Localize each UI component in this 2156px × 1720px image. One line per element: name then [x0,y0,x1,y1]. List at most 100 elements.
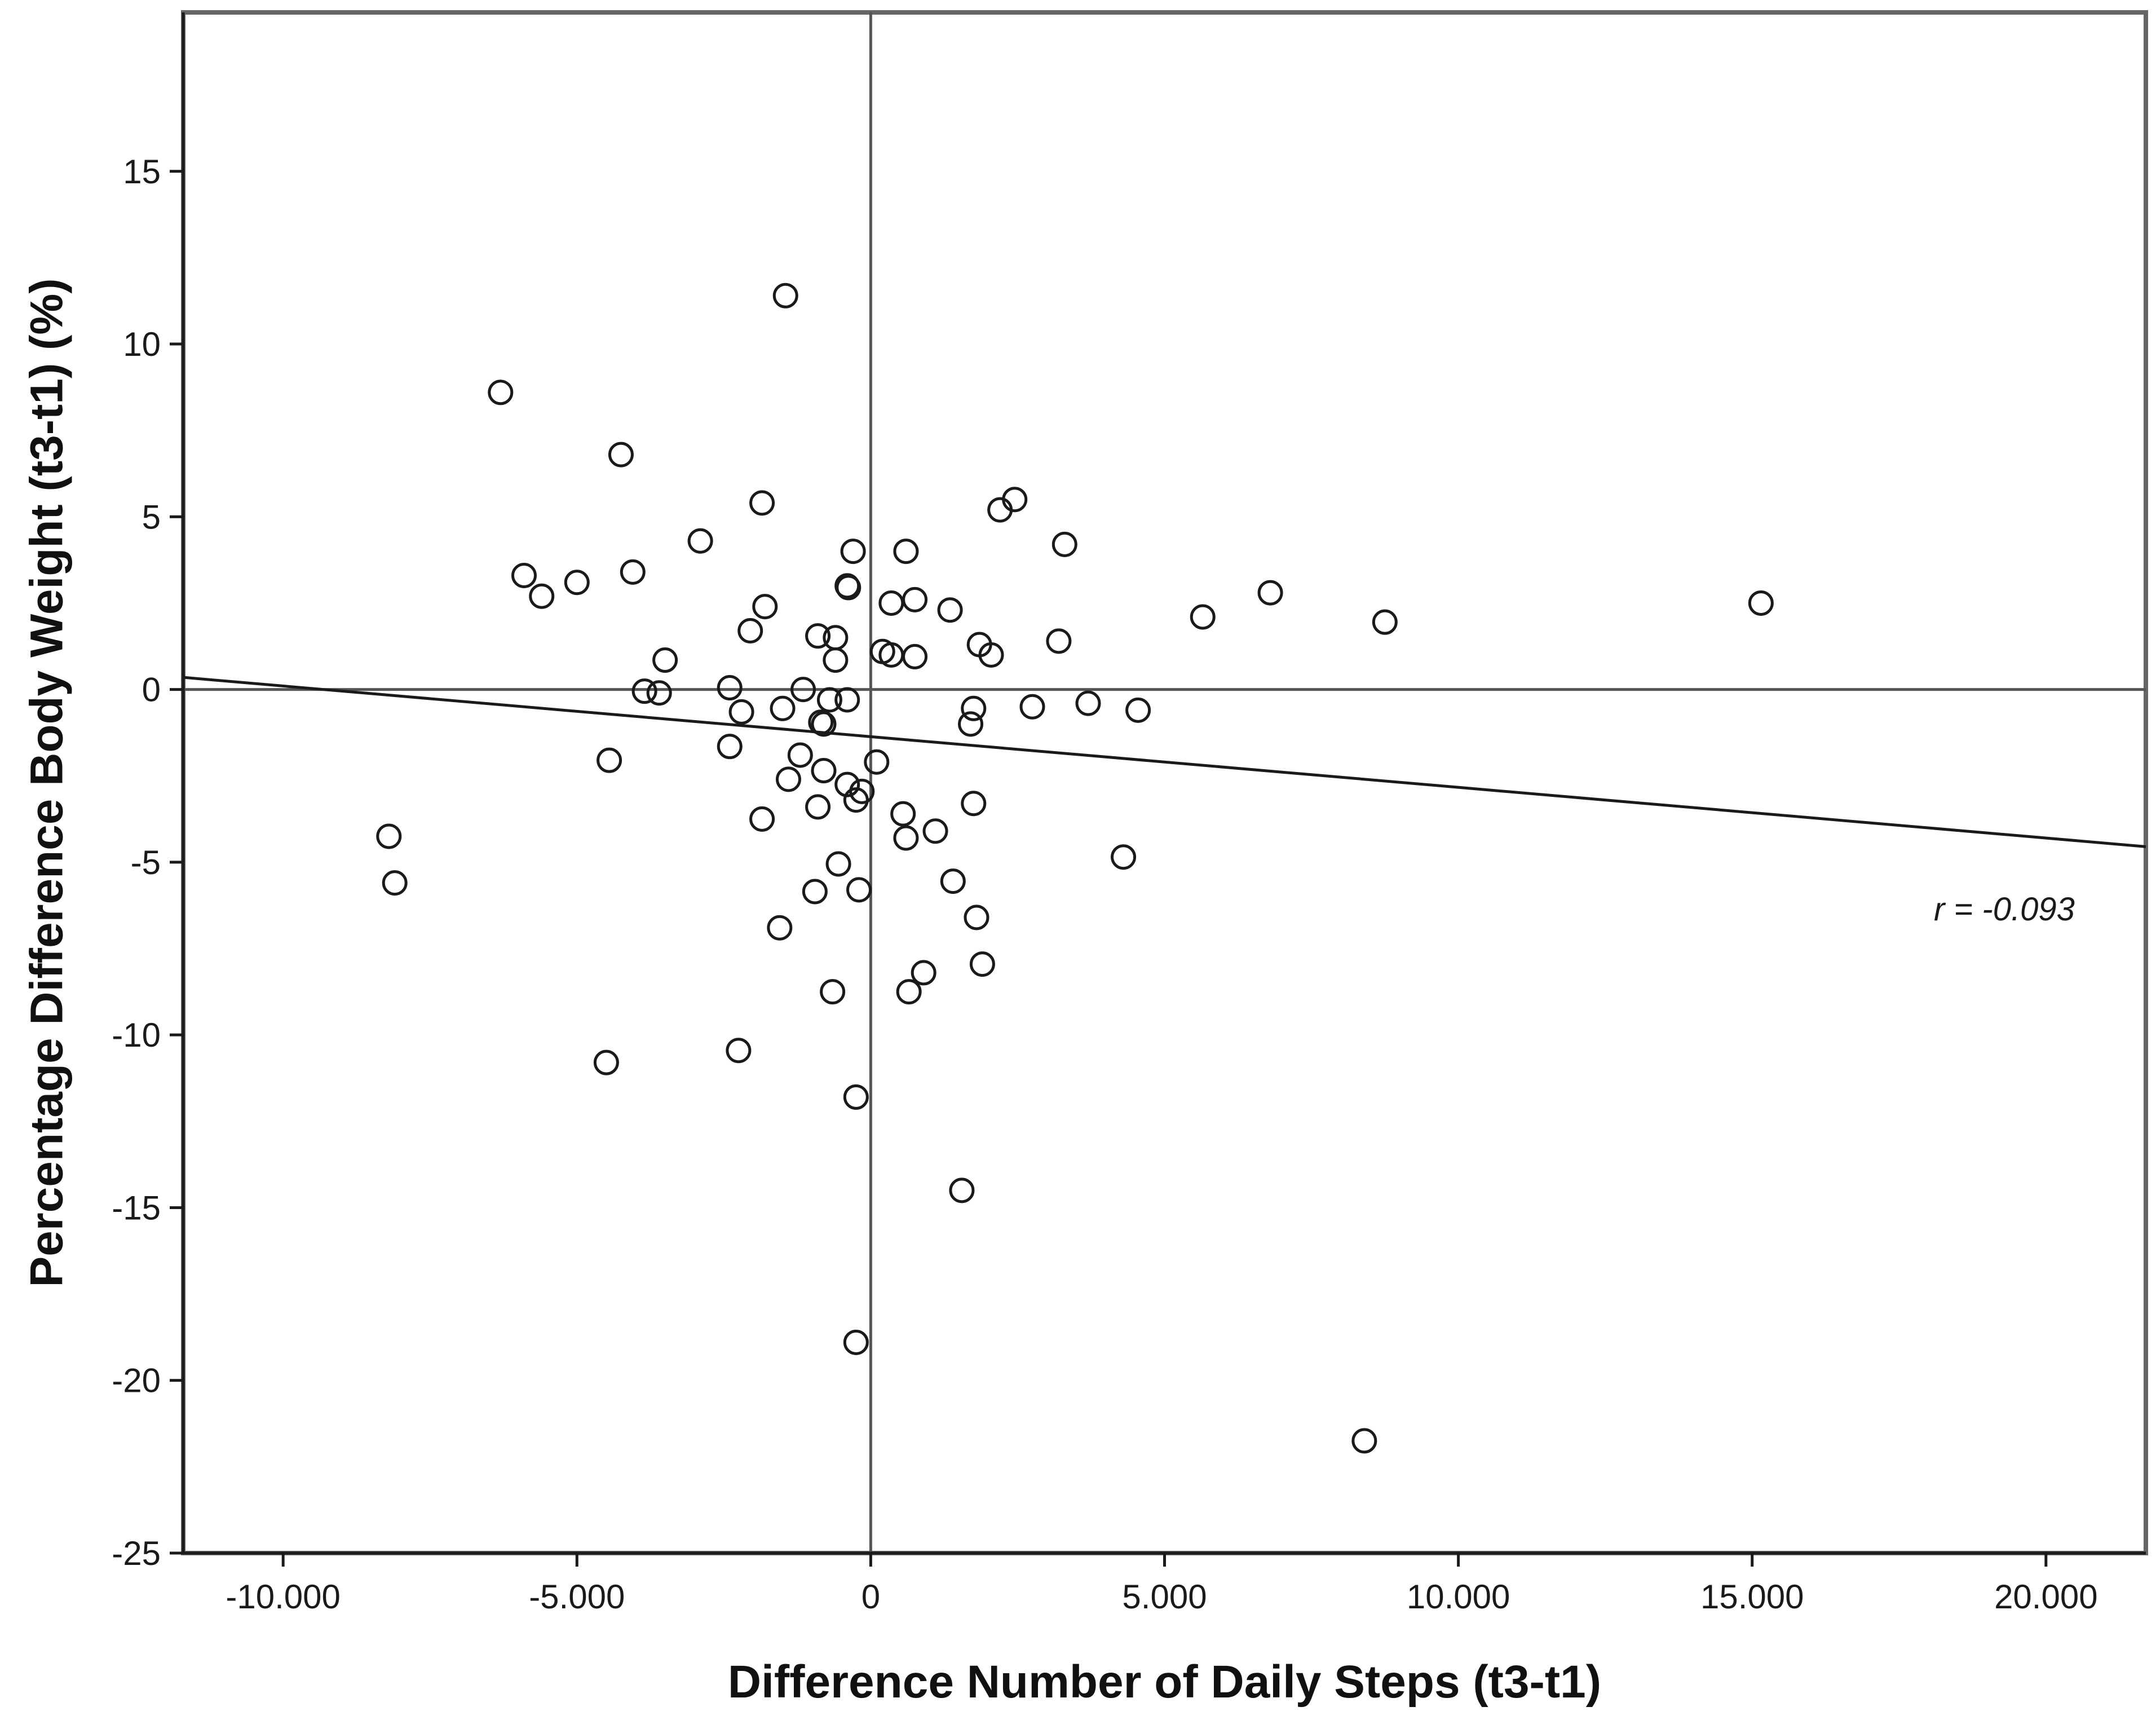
data-point [958,711,984,737]
data-point [937,597,963,623]
data-point [890,801,916,827]
y-axis-title: Percentage Difference Body Weight (t3-t1… [21,278,73,1287]
y-tick-label: -20 [112,1362,161,1400]
data-point [964,905,989,930]
data-point [949,1177,975,1203]
data-point [805,794,831,820]
data-point [834,771,860,797]
data-point [787,742,813,768]
y-axis: 15 10 5 0 -5 -10 -15 -20 -25 [112,12,185,1572]
data-point [843,1329,869,1355]
data-point [652,647,678,673]
x-tick-label: 15.000 [1700,1578,1804,1616]
data-point [752,594,778,620]
data-point [843,1084,869,1110]
data-point [1257,580,1283,606]
data-point [820,979,846,1005]
data-point [728,699,754,725]
data-point [717,734,743,760]
plot-frame [181,10,2148,1555]
data-point [825,851,851,877]
y-tick-label: 15 [123,153,161,191]
data-point [811,711,837,737]
data-point [1075,690,1101,716]
data-point [687,528,713,554]
data-point [608,442,634,468]
data-point [1748,590,1774,616]
data-point [969,951,995,977]
y-tick-label: 5 [142,498,161,536]
data-points [376,283,1774,1454]
data-point [978,642,1004,668]
data-point [878,590,904,616]
data-point [1111,844,1137,870]
data-point [1190,604,1216,630]
data-point [1372,609,1398,635]
data-point [836,575,861,601]
data-point [749,806,775,832]
x-tick-label: 5.000 [1122,1578,1207,1616]
data-point [1052,531,1077,557]
data-point [511,562,537,588]
correlation-annotation: r = -0.093 [1934,891,2075,928]
data-point [646,680,672,706]
data-point [790,677,816,703]
data-point [816,687,842,713]
data-point [1046,628,1072,654]
y-tick-label: -25 [112,1534,161,1572]
data-point [922,818,948,844]
data-point [737,618,763,643]
y-tick-label: 10 [123,325,161,363]
x-tick-label: 20.000 [1994,1578,2098,1616]
plot-area [181,10,2148,1555]
data-point [902,643,928,669]
data-point [564,570,590,596]
data-point [772,283,798,308]
data-point [940,868,966,894]
data-point [726,1038,752,1064]
data-point [864,749,890,775]
data-point [893,539,919,564]
data-point [770,695,796,721]
data-point [846,877,872,903]
data-point [911,960,936,986]
data-point [717,675,743,701]
data-point [620,559,646,585]
data-point [631,678,657,704]
x-axis-title: Difference Number of Daily Steps (t3-t1) [728,1656,1601,1708]
data-point [593,1049,619,1075]
data-point [597,747,622,773]
x-tick-label: 0 [861,1578,880,1616]
data-point [775,766,801,792]
data-point [805,623,831,649]
data-point [896,979,922,1005]
x-tick-label: -5.000 [529,1578,625,1616]
data-point [529,583,555,609]
data-point [961,695,987,721]
data-point [1019,694,1045,720]
data-point [376,823,402,849]
data-point [823,647,849,673]
x-tick-label: 10.000 [1407,1578,1510,1616]
data-point [840,539,866,564]
data-point [902,586,928,612]
data-point [382,870,408,896]
data-point [1351,1428,1377,1454]
y-tick-label: -5 [131,844,161,881]
data-point [834,687,860,713]
data-point [893,825,919,851]
data-point [811,758,837,784]
data-point [802,879,828,905]
y-tick-label: -10 [112,1016,161,1054]
x-axis: -10.000 -5.000 0 5.000 10.000 15.000 20.000 [183,1551,2146,1616]
data-point [1125,697,1151,723]
y-tick-label: 0 [142,671,161,709]
y-tick-label: -15 [112,1189,161,1227]
data-point [1002,487,1028,513]
data-point [961,791,987,817]
data-point [767,915,793,941]
data-point [749,490,775,516]
regression-line [183,676,2146,848]
data-point [843,787,869,813]
